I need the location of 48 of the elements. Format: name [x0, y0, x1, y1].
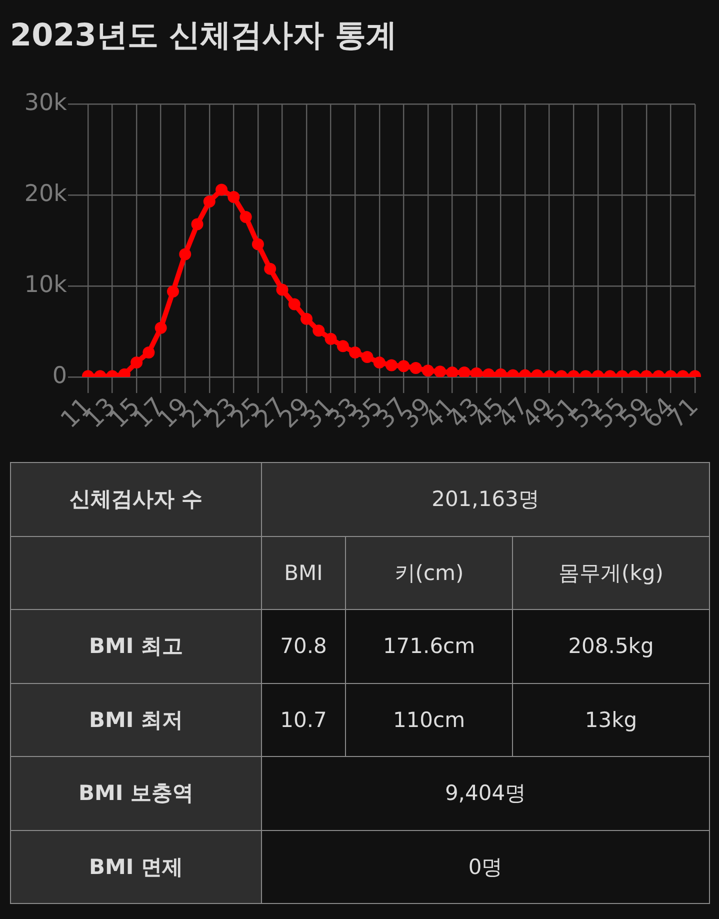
text: 9,404명: [444, 781, 526, 806]
point: [240, 210, 252, 223]
point: [203, 196, 216, 208]
point: [336, 340, 349, 352]
point: [154, 322, 167, 334]
text: BMI 최저: [88, 708, 184, 732]
point: [312, 324, 325, 337]
text: 13kg: [584, 708, 638, 732]
point: [264, 262, 276, 275]
y-tick-label: 10k: [24, 272, 68, 298]
point: [142, 346, 155, 358]
y-tick-label: 0: [52, 363, 67, 390]
point: [349, 346, 362, 358]
text: 몸무게(kg): [558, 560, 664, 585]
point: [191, 218, 204, 230]
point: [410, 362, 422, 374]
text: BMI 최고: [88, 634, 184, 658]
text: 키(cm): [394, 560, 464, 585]
chart-title: 2023년도 신체검사자 통계: [10, 18, 397, 54]
point: [373, 356, 386, 368]
point: [324, 332, 337, 345]
text: 0명: [468, 854, 503, 879]
text: 70.8: [280, 634, 327, 658]
point: [228, 190, 240, 203]
point: [166, 286, 179, 298]
point: [300, 312, 313, 325]
text: 10.7: [280, 708, 327, 732]
point: [434, 366, 446, 378]
point: [216, 184, 228, 196]
text: 201,163명: [432, 487, 540, 512]
point: [179, 248, 192, 260]
text: 208.5kg: [568, 634, 654, 658]
point: [130, 356, 143, 368]
y-tick-label: 20k: [24, 181, 68, 208]
text: BMI 면제: [88, 854, 184, 879]
text: 110cm: [392, 708, 466, 732]
point: [458, 366, 470, 378]
point: [386, 359, 398, 372]
point: [446, 366, 458, 378]
point: [252, 238, 264, 250]
y-tick-label: 30k: [24, 90, 68, 116]
text: 171.6cm: [382, 634, 476, 658]
text: BMI: [284, 560, 323, 585]
point: [276, 284, 288, 296]
point: [288, 298, 300, 310]
point: [470, 367, 482, 378]
text: 신체검사자 수: [69, 487, 203, 512]
text: BMI 보충역: [78, 781, 194, 806]
